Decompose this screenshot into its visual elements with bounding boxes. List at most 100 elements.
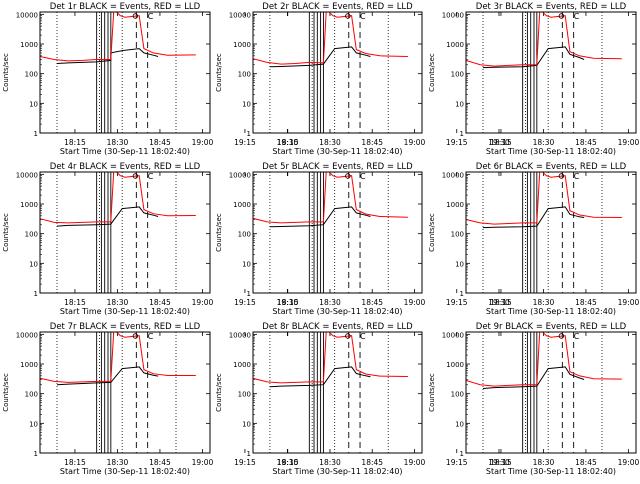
panel-4: Det 4r BLACK = Events, RED = LLD 1 10 100 10… (2, 162, 298, 316)
x-tick-label: 19:00 (192, 458, 214, 467)
marker-c-label: C (574, 12, 580, 21)
y-tick-label: 1 (247, 290, 251, 298)
series-black-line (482, 206, 585, 229)
x-axis-label: Start Time (30-Sep-11 18:02:40) (60, 147, 190, 156)
x-tick-label: 19:00 (192, 138, 214, 147)
panel-8: Det 8r BLACK = Events, RED = LLD 1 10 100 10… (215, 322, 510, 476)
x-tick-label: 19:30 (277, 458, 299, 467)
y-tick-label: 1000 (20, 361, 38, 369)
x-tick-label: 18:30 (533, 298, 555, 307)
panel-3: Det 3r BLACK = Events, RED = LLD 1 10 100 10… (428, 2, 639, 156)
series-black-line (482, 366, 585, 389)
marker-circle (132, 13, 139, 19)
marker-circle (558, 333, 565, 339)
x-tick-label: 18:15 (64, 138, 86, 147)
panel-title: Det 1r BLACK = Events, RED = LLD (50, 2, 201, 12)
x-tick-label: 19:00 (192, 298, 214, 307)
y-tick-label: 10000 (16, 11, 38, 19)
x-axis-label: Start Time (30-Sep-11 18:02:40) (60, 307, 190, 316)
panel-title: Det 9r BLACK = Events, RED = LLD (476, 322, 627, 332)
series-black-line (56, 48, 159, 64)
plot-frame (252, 11, 423, 134)
y-tick-label: 10 (29, 100, 38, 108)
series-red-line (465, 331, 622, 387)
series-red-line (465, 11, 622, 67)
x-tick-label: 19:30 (277, 298, 299, 307)
marker-circle (345, 13, 351, 19)
x-tick-label: 19:15 (446, 458, 468, 467)
x-tick-label: 18:15 (490, 138, 512, 147)
panel-6: Det 6r BLACK = Events, RED = LLD 1 10 100 10… (428, 162, 639, 316)
marker-c-label: C (148, 12, 154, 21)
plot-frame (39, 171, 211, 294)
x-tick-label: 18:45 (361, 458, 383, 467)
x-tick-label: 19:15 (234, 458, 256, 467)
plot-frame (465, 11, 637, 134)
marker-c-label: C (148, 332, 154, 341)
y-axis-label: Counts/sec (428, 53, 436, 92)
y-tick-label: 10 (455, 100, 464, 108)
y-tick-label: 1 (247, 130, 251, 138)
y-tick-label: 1000 (233, 361, 251, 369)
x-tick-label: 18:30 (533, 138, 555, 147)
x-tick-label: 19:30 (488, 298, 510, 307)
series-red-line (465, 171, 622, 225)
y-tick-label: 10 (455, 420, 464, 428)
y-tick-label: 10 (29, 260, 38, 268)
y-tick-label: 100 (25, 231, 38, 239)
x-tick-label: 18:45 (575, 298, 597, 307)
x-tick-label: 18:45 (149, 298, 171, 307)
y-tick-label: 100 (238, 391, 251, 399)
x-tick-label: 18:45 (149, 138, 171, 147)
y-tick-label: 1000 (446, 361, 464, 369)
y-tick-label: 1 (34, 130, 38, 138)
y-tick-label: 1 (34, 450, 38, 458)
y-axis-label: Counts/sec (215, 213, 223, 252)
x-tick-label: 18:45 (575, 138, 597, 147)
series-black-line (56, 206, 159, 227)
x-tick-label: 19:00 (618, 458, 640, 467)
y-tick-label: 10000 (442, 331, 464, 339)
marker-c-label: C (574, 332, 580, 341)
marker-circle (558, 13, 565, 19)
x-axis-label: Start Time (30-Sep-11 18:02:40) (486, 147, 616, 156)
panel-title: Det 8r BLACK = Events, RED = LLD (262, 322, 413, 332)
x-axis-label: Start Time (30-Sep-11 18:02:40) (486, 467, 616, 476)
panel-7: Det 7r BLACK = Events, RED = LLD 1 10 100 10… (2, 322, 298, 476)
y-tick-label: 10000 (442, 171, 464, 179)
x-tick-label: 19:00 (404, 138, 426, 147)
y-tick-label: 1000 (446, 201, 464, 209)
y-tick-label: 100 (25, 391, 38, 399)
y-tick-label: 10 (242, 420, 251, 428)
y-tick-label: 10 (242, 100, 251, 108)
series-red-line (252, 11, 408, 65)
y-axis-label: Counts/sec (428, 213, 436, 252)
series-black-line (56, 366, 159, 386)
series-black-line (269, 206, 371, 228)
x-axis-label: Start Time (30-Sep-11 18:02:40) (272, 147, 402, 156)
panel-title: Det 5r BLACK = Events, RED = LLD (262, 162, 413, 172)
marker-c-label: C (360, 12, 366, 21)
x-tick-label: 18:15 (64, 458, 86, 467)
marker-circle (132, 173, 139, 179)
y-tick-label: 1 (247, 450, 251, 458)
series-black-line (482, 46, 585, 69)
x-axis-label: Start Time (30-Sep-11 18:02:40) (272, 307, 402, 316)
x-tick-label: 18:15 (277, 458, 299, 467)
x-tick-label: 19:15 (234, 138, 256, 147)
series-black-line (269, 366, 371, 388)
y-tick-label: 10 (455, 260, 464, 268)
y-tick-label: 100 (451, 391, 464, 399)
panel-1: Det 1r BLACK = Events, RED = LLD 1 10 100 10… (2, 2, 298, 156)
series-red-line (39, 331, 196, 383)
panel-2: Det 2r BLACK = Events, RED = LLD 1 10 100 10… (215, 2, 510, 156)
x-tick-label: 18:15 (277, 298, 299, 307)
y-tick-label: 10000 (229, 331, 251, 339)
marker-c-label: C (574, 172, 580, 181)
x-tick-label: 18:15 (277, 138, 299, 147)
marker-circle (558, 173, 565, 179)
plot-frame (465, 331, 637, 454)
marker-circle (345, 173, 351, 179)
